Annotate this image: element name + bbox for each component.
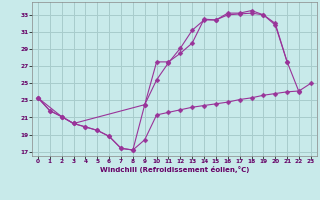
X-axis label: Windchill (Refroidissement éolien,°C): Windchill (Refroidissement éolien,°C) <box>100 166 249 173</box>
